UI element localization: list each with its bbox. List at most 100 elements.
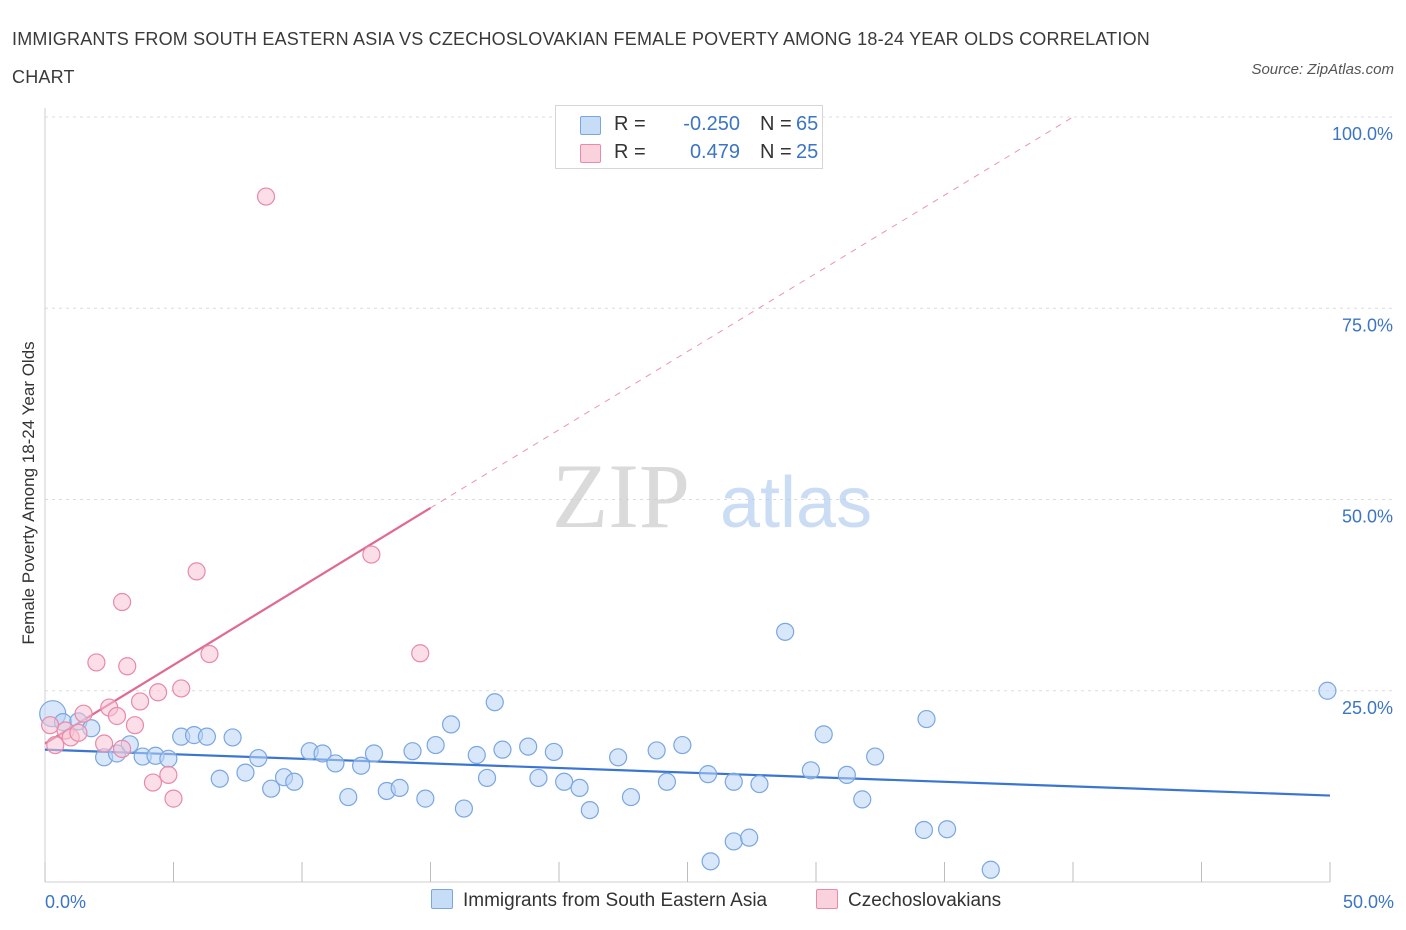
point-blue (917, 709, 936, 729)
x-tick-label: 0.0% (45, 892, 86, 912)
point-blue (740, 828, 759, 847)
r-label: R = (614, 113, 646, 135)
point-blue (853, 790, 872, 809)
point-pink (159, 765, 178, 785)
point-blue (326, 754, 345, 773)
point-blue (570, 778, 589, 798)
point-pink (74, 704, 93, 723)
point-blue (580, 800, 599, 820)
n-value: 65 (796, 113, 819, 135)
point-blue (544, 742, 563, 762)
series-label: Immigrants from South Eastern Asia (463, 890, 768, 911)
point-blue (866, 747, 885, 766)
point-blue (701, 852, 720, 871)
point-pink (107, 706, 127, 726)
point-blue (285, 772, 304, 791)
point-pink (87, 653, 106, 672)
point-pink (164, 789, 183, 808)
point-blue (426, 735, 445, 755)
point-blue (390, 778, 409, 798)
point-blue (724, 832, 743, 851)
r-value: -0.250 (683, 113, 740, 135)
point-pink (187, 562, 206, 581)
point-pink (95, 734, 114, 753)
legend-swatch-blue (431, 889, 453, 909)
point-pink (411, 644, 430, 663)
point-pink (130, 692, 150, 711)
point-pink (148, 683, 168, 702)
y-tick-label: 100.0% (1332, 124, 1393, 144)
point-blue (698, 765, 718, 784)
point-blue (801, 761, 820, 780)
series-label: Czechoslovakians (848, 890, 1002, 911)
point-blue (352, 756, 371, 775)
point-blue (467, 745, 486, 765)
point-blue (477, 768, 497, 788)
trend-line-pink-extension (430, 116, 1074, 509)
point-pink (143, 773, 163, 792)
point-pink (46, 735, 65, 755)
point-blue (159, 749, 178, 768)
r-value: 0.479 (689, 141, 740, 163)
point-blue (210, 769, 229, 788)
point-blue (1318, 681, 1337, 700)
point-pink (41, 716, 60, 735)
point-blue (750, 774, 769, 794)
point-blue (339, 787, 358, 807)
x-tick-label: 50.0% (1343, 892, 1394, 912)
n-label: N = (760, 141, 792, 163)
n-label: N = (760, 113, 792, 135)
point-blue (776, 622, 795, 641)
point-blue (223, 728, 242, 747)
point-blue (981, 860, 1000, 879)
y-axis-label: Female Poverty Among 18-24 Year Olds (19, 341, 38, 644)
point-blue (485, 693, 504, 712)
point-pink (362, 545, 381, 564)
series-legend-blue: Immigrants from South Eastern Asia (431, 889, 767, 912)
point-blue (403, 742, 422, 761)
tick-labels: 100.0% 75.0% 50.0% 25.0% 0.0% 50.0% (45, 124, 1394, 912)
point-pink (125, 716, 145, 735)
point-blue (262, 779, 281, 798)
point-pink (256, 187, 276, 206)
chart-title: IMMIGRANTS FROM SOUTH EASTERN ASIA VS CZ… (12, 29, 1150, 87)
axes (44, 108, 1331, 883)
r-label: R = (614, 141, 646, 163)
point-blue (441, 715, 461, 734)
point-blue (657, 772, 677, 791)
point-pink (112, 592, 132, 612)
point-blue (493, 740, 512, 759)
y-tick-label: 50.0% (1342, 507, 1393, 527)
point-blue (364, 744, 384, 763)
y-tick-label: 25.0% (1342, 698, 1393, 718)
point-blue (197, 727, 217, 746)
correlation-legend: R = -0.250 N = 65 R = 0.479 N = 25 (555, 105, 823, 169)
point-blue (609, 748, 628, 767)
legend-swatch-blue (580, 116, 601, 135)
point-pink (69, 723, 88, 742)
point-blue (313, 744, 332, 763)
point-blue (529, 768, 548, 788)
point-blue (454, 799, 474, 818)
series-legend-pink: Czechoslovakians (816, 889, 1001, 912)
point-pink (118, 657, 137, 676)
watermark-atlas: atlas (720, 463, 872, 543)
point-pink (112, 739, 132, 758)
point-blue (937, 820, 957, 839)
y-tick-label: 75.0% (1342, 315, 1393, 335)
point-pink (200, 644, 219, 664)
watermark-zip: ZIP (552, 445, 690, 547)
point-blue (647, 741, 666, 760)
point-blue (236, 763, 255, 782)
legend-swatch-pink (580, 144, 601, 163)
point-blue (416, 789, 435, 808)
point-blue (914, 820, 934, 840)
point-blue (555, 772, 574, 791)
point-pink (172, 679, 191, 698)
point-blue (519, 737, 538, 756)
point-blue (724, 772, 743, 791)
data-points (39, 187, 1337, 879)
watermark: ZIP atlas (552, 445, 872, 547)
point-blue (621, 787, 641, 807)
